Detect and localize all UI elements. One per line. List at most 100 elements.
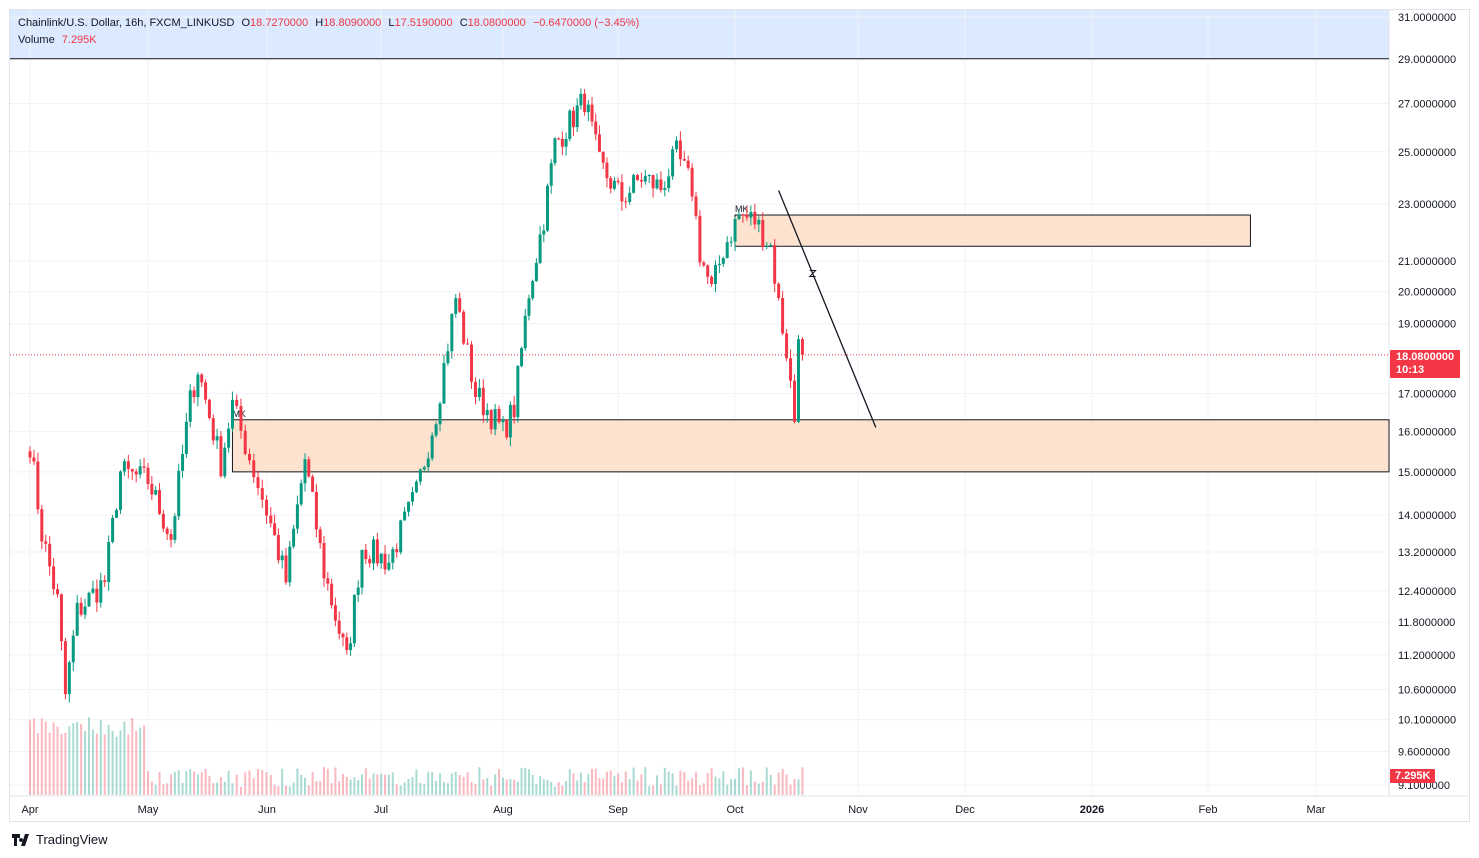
candle-body [169, 534, 173, 540]
volume-bar [576, 780, 579, 795]
candle-body [118, 471, 122, 510]
volume-bar [52, 722, 55, 795]
candle-body [583, 93, 587, 113]
symbol-title[interactable]: Chainlink/U.S. Dollar, 16h, FXCM_LINKUSD [18, 17, 235, 29]
candle-body [32, 457, 36, 462]
volume-bar [44, 721, 47, 795]
candle-body [103, 580, 107, 583]
candle-body [322, 543, 326, 579]
volume-bar [640, 774, 643, 795]
candle-body [450, 313, 454, 352]
candle-body [311, 476, 315, 492]
candle-body [52, 566, 56, 590]
volume-bar [602, 778, 605, 795]
candle-body [473, 381, 477, 397]
volume-bar [561, 785, 564, 795]
candle-body [710, 276, 714, 284]
candle-body [497, 409, 501, 423]
candle-body [341, 633, 345, 638]
candle-body [130, 468, 134, 472]
volume-bar [745, 785, 748, 795]
candle-body [364, 549, 368, 560]
candle-body [678, 140, 682, 159]
candle-body [273, 523, 277, 536]
volume-bar [395, 784, 398, 795]
candle-body [516, 366, 520, 418]
candle-body [368, 559, 372, 564]
candle-body [399, 520, 403, 553]
candle-body [207, 399, 211, 419]
candle-body [330, 583, 334, 606]
candle-body [655, 179, 659, 189]
candle-body [729, 241, 733, 243]
volume-bar [372, 773, 375, 795]
candle-body [597, 134, 601, 152]
volume-bar [252, 778, 255, 795]
volume-bar [103, 734, 106, 795]
volume-bar [219, 777, 222, 795]
candle-body [757, 219, 761, 225]
candle-body [426, 458, 430, 468]
candle-body [154, 490, 158, 495]
candle-body [44, 541, 48, 544]
volume-bar [265, 772, 268, 795]
candle-body [138, 466, 142, 475]
volume-bar [710, 768, 713, 795]
volume-bar [726, 784, 729, 795]
volume-bar [714, 776, 717, 795]
volume-bar [131, 717, 134, 795]
candle-body [122, 461, 126, 472]
volume-bar [342, 773, 344, 795]
volume-bar [553, 786, 556, 795]
candle-body [442, 363, 446, 404]
volume-bar [76, 721, 79, 795]
candle-body [95, 588, 99, 603]
candle-body [765, 245, 769, 247]
volume-bar [462, 776, 465, 795]
volume-bar [502, 777, 504, 795]
candle-body [91, 588, 95, 593]
volume-bar [498, 768, 501, 795]
candle-body [538, 234, 542, 263]
volume-bar [338, 781, 341, 795]
candle-body [99, 580, 103, 603]
candle-body [292, 528, 296, 547]
footer-brand[interactable]: TradingView [12, 832, 108, 847]
candle-body [383, 553, 387, 570]
volume-bar [695, 772, 697, 795]
candle-body [314, 491, 318, 530]
candle-body [260, 488, 264, 500]
candle-body [534, 262, 538, 282]
volume-bar [32, 718, 35, 795]
volume-bar [520, 767, 523, 795]
candle-body [430, 435, 434, 459]
volume-bar [793, 778, 796, 795]
candle-body [280, 555, 284, 561]
volume-bar [143, 725, 146, 795]
candle-body [682, 158, 686, 161]
candle-body [777, 283, 781, 299]
volume-bar [361, 774, 363, 795]
volume-bar [505, 779, 508, 795]
volume-bar [399, 785, 402, 795]
candle-body [725, 242, 729, 259]
x-tick-label: Mar [1307, 804, 1326, 816]
candle-body [59, 594, 63, 642]
y-tick-label: 14.0000000 [1398, 510, 1456, 522]
candle-body [793, 380, 797, 422]
candle-body [546, 185, 550, 231]
candle-body [223, 447, 227, 477]
volume-bar [166, 783, 169, 795]
volume-bar [208, 775, 211, 795]
volume-bar [48, 732, 51, 795]
x-tick-label: 2026 [1080, 804, 1104, 816]
volume-label[interactable]: Volume [18, 34, 55, 46]
tradingview-logo-icon [12, 833, 29, 846]
low-label: L [388, 17, 395, 29]
volume-bar [486, 778, 489, 795]
volume-bar [269, 774, 272, 795]
volume-bar [679, 770, 682, 795]
candle-body [28, 451, 32, 458]
candle-body [643, 176, 647, 182]
